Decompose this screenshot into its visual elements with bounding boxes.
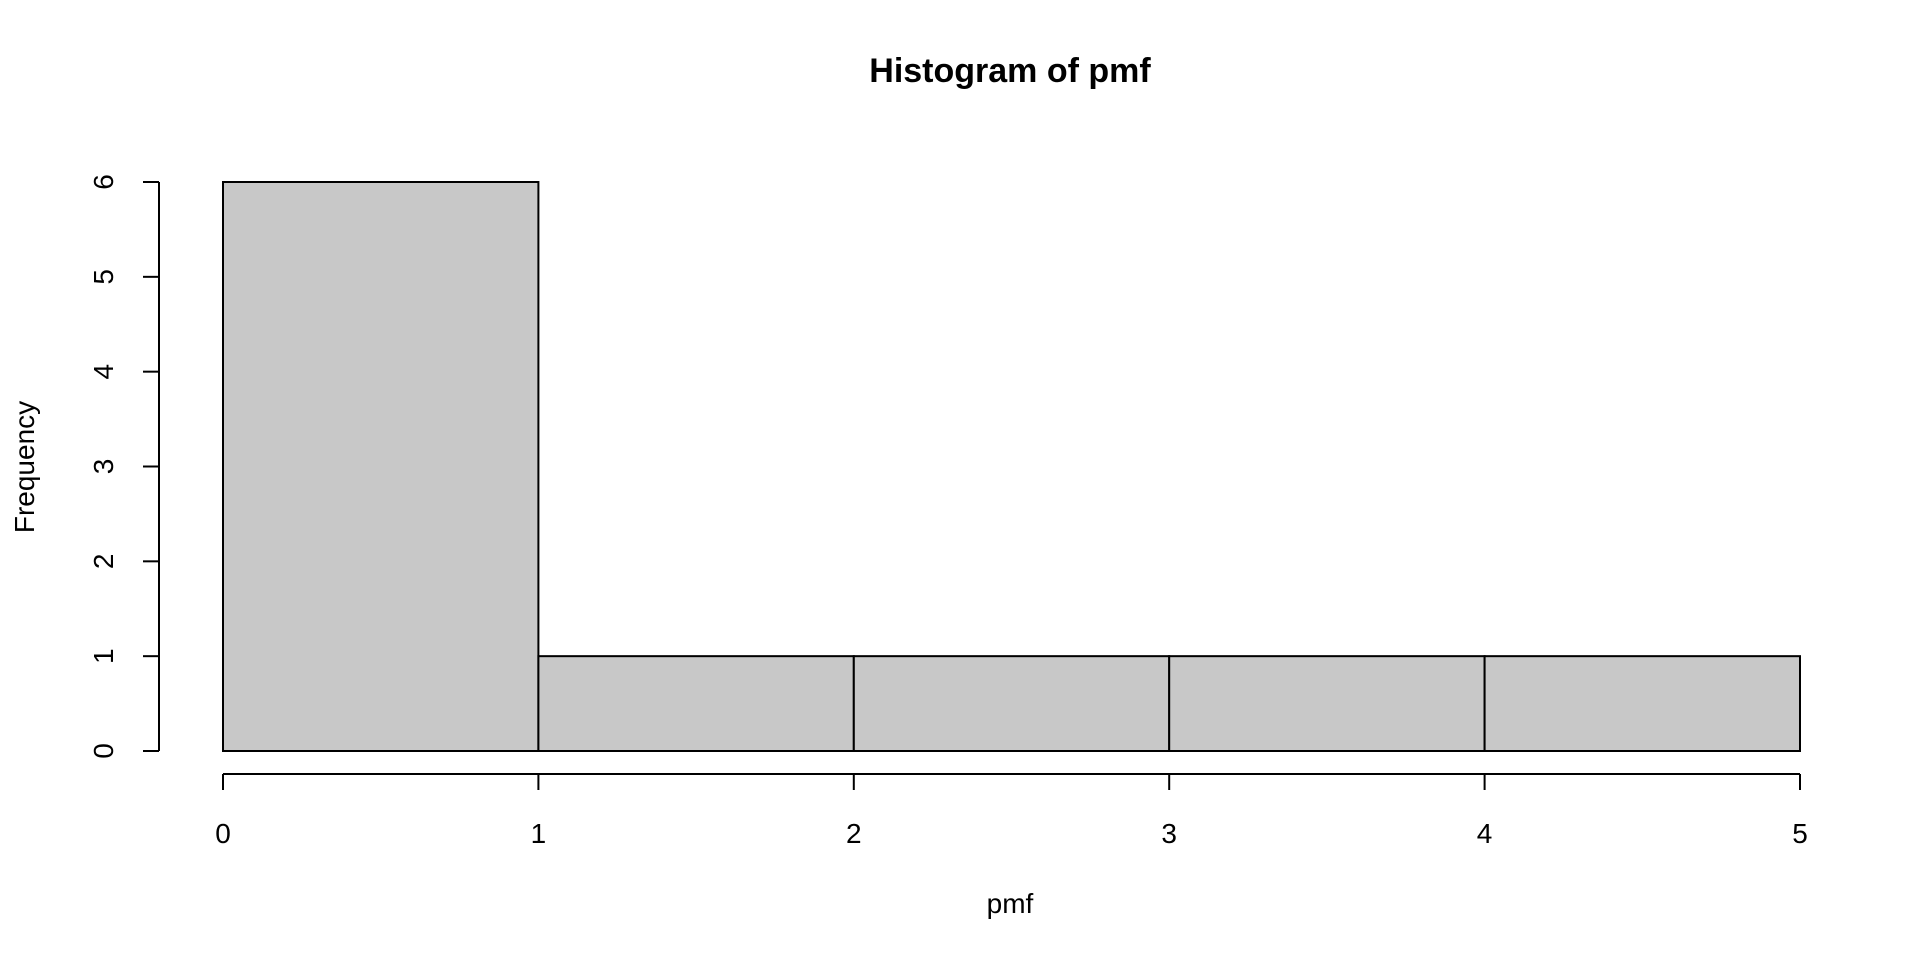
histogram-bar-3 [1168,655,1486,753]
histogram-bar-4 [1483,655,1801,753]
y-axis: 0 1 2 3 4 5 6 [88,174,160,759]
x-tick-label: 2 [846,818,862,849]
y-tick-label: 0 [88,743,119,759]
x-tick-label: 0 [215,818,231,849]
x-tick-label: 1 [531,818,547,849]
histogram-bar-2 [852,655,1171,753]
y-tick-label: 6 [88,174,119,190]
y-tick-label: 2 [88,554,119,570]
y-axis-label: Frequency [9,401,40,533]
histogram-bar-1 [537,655,855,753]
x-tick-label: 5 [1792,818,1808,849]
histogram-bar-0 [222,181,540,752]
x-axis: 0 1 2 3 4 5 [215,773,1808,849]
bars-group [222,181,1801,753]
y-tick-label: 5 [88,269,119,285]
y-tick-label: 4 [88,364,119,380]
x-tick-label: 3 [1161,818,1177,849]
chart-title: Histogram of pmf [869,52,1151,90]
x-tick-label: 4 [1477,818,1493,849]
x-axis-label: pmf [987,888,1034,919]
y-tick-label: 1 [88,648,119,664]
y-tick-label: 3 [88,459,119,475]
